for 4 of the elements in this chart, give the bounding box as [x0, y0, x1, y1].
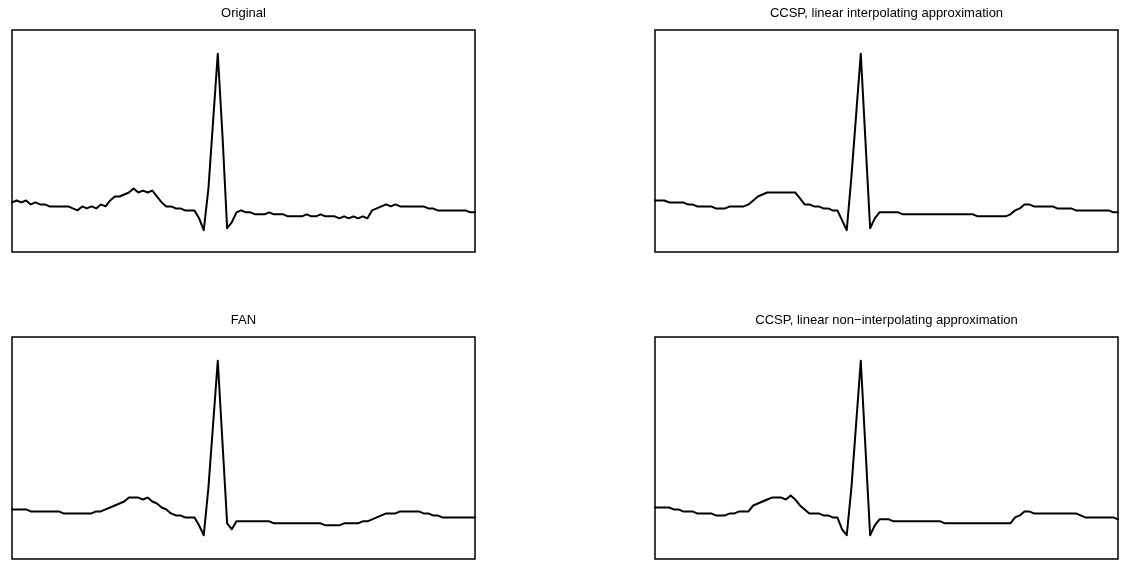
chart-title: CCSP, linear interpolating approximation: [769, 5, 1004, 20]
chart-title: CCSP, linear non−interpolating approximation: [755, 312, 1018, 327]
chart-title: FAN: [230, 312, 257, 327]
chart-title: Original: [221, 5, 267, 20]
